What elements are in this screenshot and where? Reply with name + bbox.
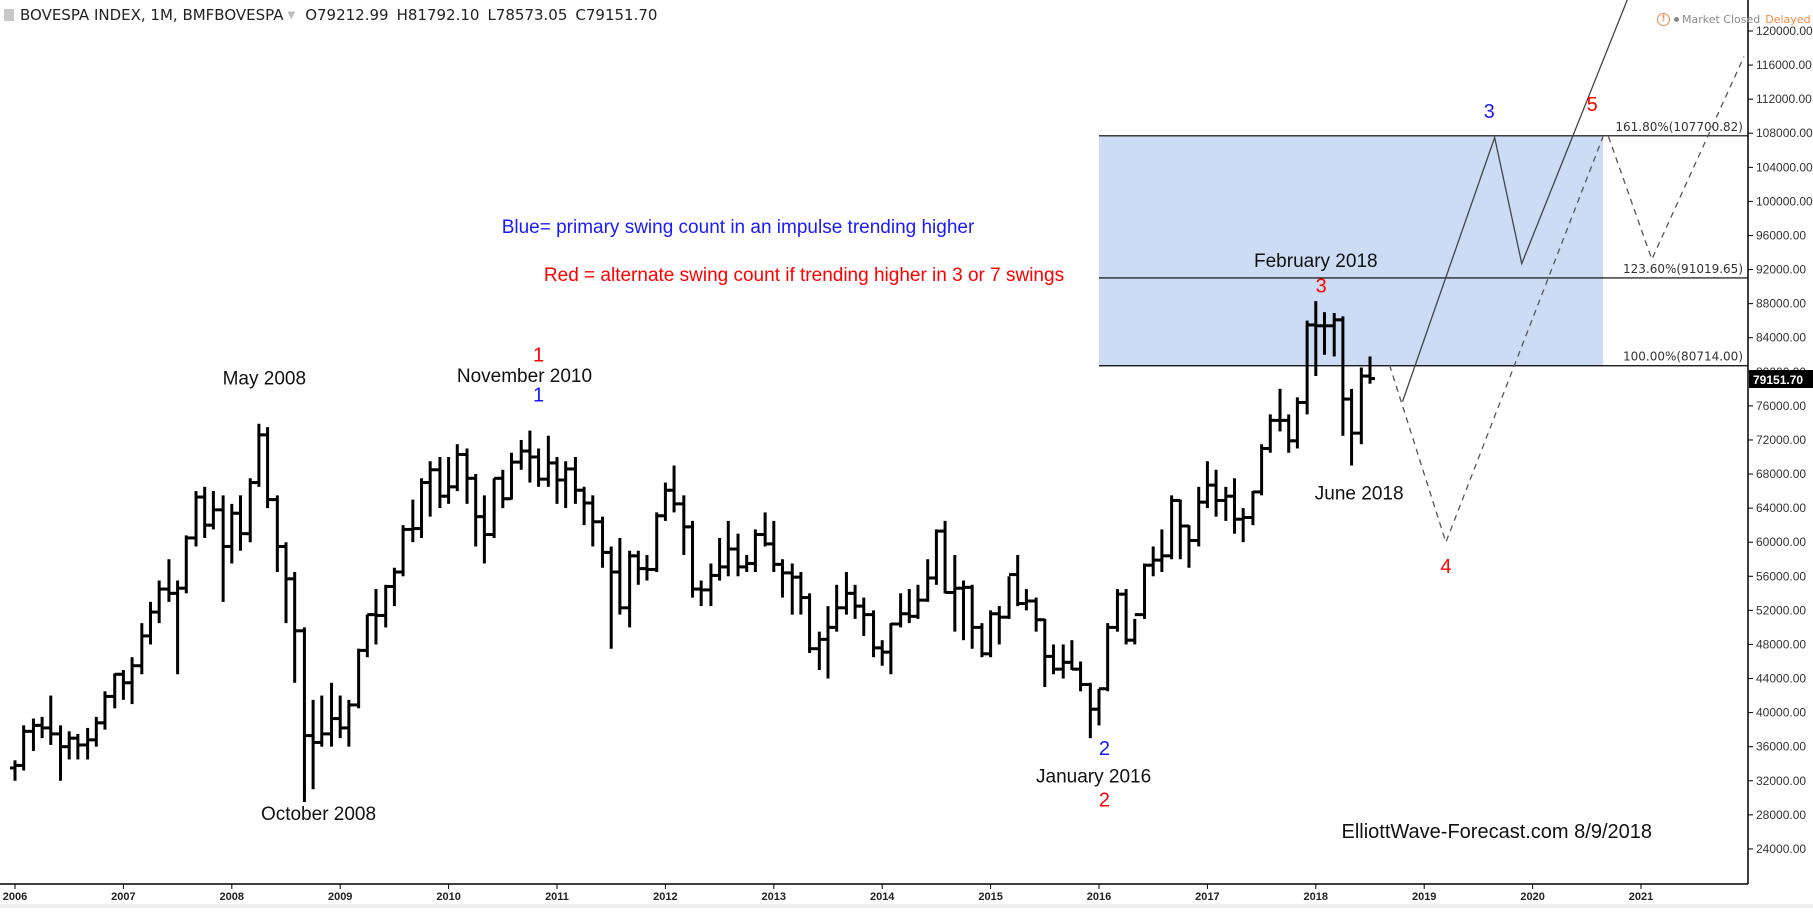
x-tick-label: 2019 [1412, 891, 1436, 903]
date-annotation: October 2008 [261, 804, 376, 825]
projection-red-path-a[interactable] [1388, 136, 1604, 545]
x-tick-label: 2013 [762, 891, 786, 903]
x-tick-label: 2007 [111, 891, 135, 903]
fib-level-label: 100.00%(80714.00) [1623, 350, 1743, 364]
low-value: L78573.05 [487, 6, 568, 24]
wave-label-red: 2 [1099, 789, 1110, 811]
symbol-flag-icon [4, 9, 14, 21]
x-tick-label: 2017 [1195, 891, 1219, 903]
x-tick-label: 2020 [1520, 891, 1544, 903]
y-tick-label: 28000.00 [1756, 808, 1806, 822]
projection-red-path-b[interactable] [1607, 56, 1745, 262]
y-tick-label: 84000.00 [1756, 331, 1806, 345]
x-tick-label: 2011 [545, 891, 569, 903]
x-tick-label: 2006 [3, 891, 27, 903]
y-tick-label: 60000.00 [1756, 535, 1806, 549]
wave-label-blue: 2 [1099, 738, 1110, 760]
chevron-down-icon[interactable]: ▼ [287, 9, 296, 21]
x-tick-label: 2016 [1087, 891, 1111, 903]
projection-blue-path[interactable] [1401, 0, 1631, 402]
y-tick-label: 92000.00 [1756, 263, 1806, 277]
market-closed-label: Market Closed [1682, 12, 1761, 26]
x-tick-label: 2014 [870, 891, 895, 903]
y-tick-label: 100000.00 [1756, 194, 1813, 208]
y-tick-label: 76000.00 [1756, 399, 1806, 413]
y-tick-label: 40000.00 [1756, 706, 1806, 720]
y-tick-label: 72000.00 [1756, 433, 1806, 447]
y-tick-label: 32000.00 [1756, 774, 1806, 788]
y-tick-label: 68000.00 [1756, 467, 1806, 481]
last-price-badge [1749, 370, 1813, 389]
bottom-border [0, 904, 1813, 908]
date-annotation: May 2008 [223, 369, 306, 390]
wave-label-red: 4 [1440, 556, 1451, 578]
y-tick-label: 44000.00 [1756, 672, 1806, 686]
y-tick-label: 64000.00 [1756, 501, 1806, 515]
wave-label-blue: 3 [1484, 101, 1495, 123]
status-dot-icon [1674, 16, 1679, 22]
date-annotation: June 2018 [1315, 484, 1404, 505]
y-tick-label: 56000.00 [1756, 569, 1806, 583]
last-price-value: 79151.70 [1753, 373, 1803, 387]
wave-label-red: 5 [1587, 94, 1598, 116]
fib-level-label: 161.80%(107700.82) [1615, 120, 1743, 134]
x-tick-label: 2010 [436, 891, 460, 903]
x-tick-label: 2008 [220, 891, 244, 903]
y-tick-label: 52000.00 [1756, 603, 1806, 617]
watermark: ElliottWave-Forecast.com 8/9/2018 [1342, 821, 1653, 843]
open-value: O79212.99 [305, 6, 389, 24]
legend-red-text: Red = alternate swing count if trending … [544, 265, 1064, 286]
date-annotation: January 2016 [1036, 766, 1151, 787]
date-annotation: November 2010 [457, 366, 592, 387]
y-tick-label: 48000.00 [1756, 637, 1806, 651]
x-tick-label: 2018 [1304, 891, 1328, 903]
chart-header: BOVESPA INDEX, 1M, BMFBOVESPA ▼ O79212.9… [4, 4, 665, 26]
delayed-label: Delayed [1765, 12, 1811, 26]
close-value: C79151.70 [575, 6, 658, 24]
x-tick-label: 2009 [328, 891, 352, 903]
x-tick-label: 2015 [978, 891, 1002, 903]
y-tick-label: 24000.00 [1756, 842, 1806, 856]
y-tick-label: 36000.00 [1756, 740, 1806, 754]
warning-icon[interactable]: ! [1657, 12, 1670, 26]
wave-label-red: 3 [1316, 276, 1327, 298]
high-value: H81792.10 [396, 6, 480, 24]
y-tick-label: 88000.00 [1756, 297, 1806, 311]
date-annotation: February 2018 [1254, 251, 1378, 272]
wave-label-red: 1 [533, 345, 544, 367]
y-tick-label: 96000.00 [1756, 228, 1806, 242]
symbol-title[interactable]: BOVESPA INDEX, 1M, BMFBOVESPA [20, 6, 284, 24]
y-tick-label: 116000.00 [1756, 58, 1812, 72]
y-tick-label: 104000.00 [1756, 160, 1813, 174]
market-status: ! Market Closed Delayed [1657, 9, 1811, 29]
wave-label-blue: 1 [533, 385, 544, 407]
y-tick-label: 108000.00 [1756, 126, 1813, 140]
x-tick-label: 2012 [653, 891, 677, 903]
x-tick-label: 2021 [1629, 891, 1653, 903]
legend-blue-text: Blue= primary swing count in an impulse … [502, 217, 975, 238]
fib-level-label: 123.60%(91019.65) [1623, 262, 1743, 276]
y-tick-label: 112000.00 [1756, 92, 1812, 106]
y-tick-label: 120000.00 [1756, 24, 1813, 38]
